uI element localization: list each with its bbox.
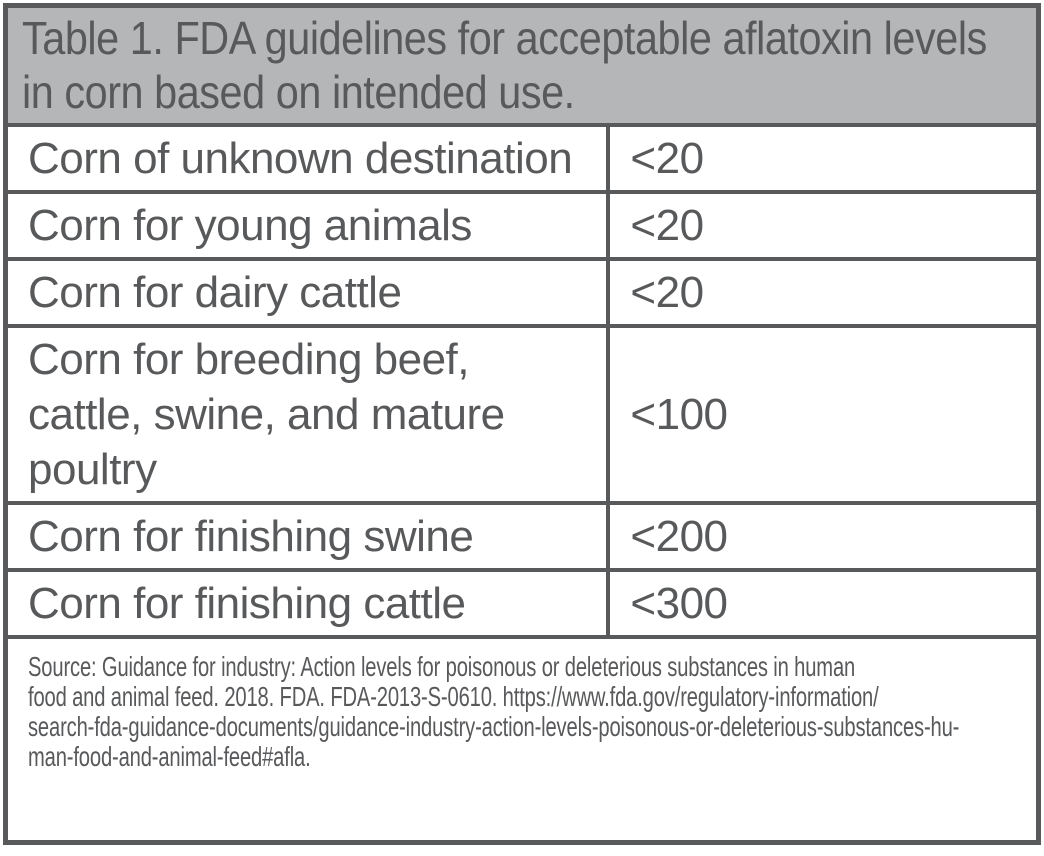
use-label: Corn for young animals	[28, 201, 472, 250]
level-cell: <20	[610, 127, 1036, 190]
use-label: Corn for breeding beef, cattle, swine, a…	[28, 335, 505, 494]
level-cell: <20	[610, 261, 1036, 324]
source-line: search-fda-guidance-documents/guidance-i…	[28, 711, 960, 742]
source-line: man-food-and-animal-feed#afla.	[28, 741, 311, 772]
table-title: Table 1. FDA guidelines for acceptable a…	[22, 12, 987, 118]
table-row: Corn for young animals <20	[8, 194, 1036, 261]
table-row: Corn for finishing cattle <300	[8, 572, 1036, 639]
source-line: Source: Guidance for industry: Action le…	[28, 651, 856, 682]
level-value: <200	[630, 512, 728, 561]
use-cell: Corn for finishing cattle	[8, 572, 611, 635]
table-title-cell: Table 1. FDA guidelines for acceptable a…	[8, 8, 1036, 127]
level-cell: <300	[610, 572, 1036, 635]
use-label: Corn for dairy cattle	[28, 268, 402, 317]
table-row: Corn for breeding beef, cattle, swine, a…	[8, 328, 1036, 505]
use-cell: Corn of unknown destination	[8, 127, 611, 190]
aflatoxin-guidelines-table: Table 1. FDA guidelines for acceptable a…	[3, 3, 1041, 845]
table-row: Corn for finishing swine <200	[8, 505, 1036, 572]
level-value: <300	[630, 579, 728, 628]
table-row: Corn of unknown destination <20	[8, 127, 1036, 194]
table-body: Corn of unknown destination <20 Corn for y…	[8, 127, 1036, 639]
use-label: Corn for finishing swine	[28, 512, 474, 561]
use-label: Corn of unknown destination	[28, 134, 573, 183]
level-value: <100	[630, 390, 728, 439]
level-cell: <20	[610, 194, 1036, 257]
use-cell: Corn for young animals	[8, 194, 611, 257]
use-cell: Corn for finishing swine	[8, 505, 611, 568]
use-cell: Corn for dairy cattle	[8, 261, 611, 324]
level-value: <20	[630, 201, 704, 250]
level-value: <20	[630, 268, 704, 317]
level-cell: <200	[610, 505, 1036, 568]
use-label: Corn for finishing cattle	[28, 579, 466, 628]
table-source-cell: Source: Guidance for industry: Action le…	[8, 639, 1036, 840]
source-line: food and animal feed. 2018. FDA. FDA-201…	[28, 681, 879, 712]
level-cell: <100	[610, 328, 1036, 501]
level-value: <20	[630, 134, 704, 183]
table-row: Corn for dairy cattle <20	[8, 261, 1036, 328]
use-cell: Corn for breeding beef, cattle, swine, a…	[8, 328, 611, 501]
table-source: Source: Guidance for industry: Action le…	[28, 652, 1027, 772]
